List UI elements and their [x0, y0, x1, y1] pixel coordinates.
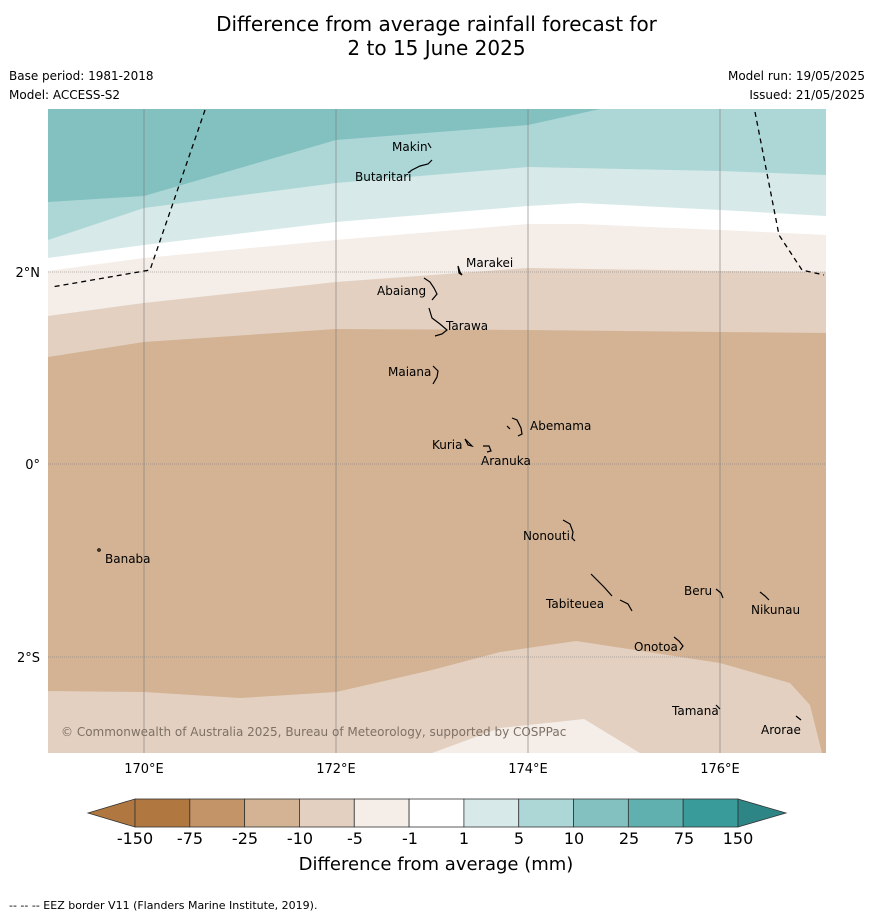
cb-tick-8: 10 [564, 829, 584, 848]
eez-border [51, 109, 825, 288]
meta-left: Base period: 1981-2018 Model: ACCESS-S2 [9, 67, 154, 105]
map-title: Difference from average rainfall forecas… [0, 12, 873, 60]
base-period: Base period: 1981-2018 [9, 69, 154, 83]
label-marakei: Marakei [466, 256, 513, 270]
lon-172e: 172°E [316, 762, 356, 777]
eez-footnote: -- -- -- EEZ border V11 (Flanders Marine… [9, 899, 318, 912]
lat-0: 0° [25, 458, 40, 473]
label-nikunau: Nikunau [751, 603, 800, 617]
tarawa-outline [428, 307, 448, 337]
lon-176e: 176°E [700, 762, 740, 777]
cb-tick-9: 25 [619, 829, 639, 848]
colorbar-segment-1 [189, 798, 246, 828]
title-line-2: 2 to 15 June 2025 [347, 36, 526, 60]
colorbar-segment-7 [518, 798, 574, 828]
label-abemama: Abemama [530, 419, 591, 433]
copyright-notice: © Commonwealth of Australia 2025, Bureau… [61, 725, 566, 739]
colorbar: -150 -75 -25 -10 -5 -1 1 5 10 25 75 150 … [86, 798, 788, 875]
colorbar-segments [134, 798, 739, 828]
model-run: Model run: 19/05/2025 [727, 69, 865, 83]
rainfall-anomaly-field: Makin Butaritari Marakei Abaiang Tarawa … [48, 109, 826, 753]
colorbar-segment-3 [299, 798, 355, 828]
label-tabiteuea: Tabiteuea [545, 597, 604, 611]
cb-tick-2: -25 [232, 829, 258, 848]
label-tarawa: Tarawa [445, 319, 488, 333]
lon-170e: 170°E [124, 762, 164, 777]
band-minus10-south [48, 641, 822, 753]
cb-tick-3: -10 [287, 829, 313, 848]
label-nonouti: Nonouti [523, 529, 570, 543]
label-banaba: Banaba [105, 552, 151, 566]
cb-tick-6: 1 [459, 829, 469, 848]
label-beru: Beru [684, 584, 712, 598]
cb-tick-4: -5 [347, 829, 363, 848]
model-name: Model: ACCESS-S2 [9, 88, 121, 102]
longitude-labels: 170°E 172°E 174°E 176°E [124, 762, 740, 777]
colorbar-segment-2 [244, 798, 300, 828]
issued-date: Issued: 21/05/2025 [749, 88, 865, 102]
cb-tick-0: -150 [117, 829, 153, 848]
grid [48, 109, 826, 753]
lat-2s: 2°S [17, 651, 40, 666]
label-tamana: Tamana [671, 704, 719, 718]
label-butaritari: Butaritari [355, 170, 412, 184]
band-plus10 [48, 109, 600, 202]
band-minus5-south [432, 719, 640, 753]
latitude-labels: 2°N 0° 2°S [16, 266, 41, 666]
title-line-1: Difference from average rainfall forecas… [216, 12, 657, 36]
lon-174e: 174°E [508, 762, 548, 777]
abaiang-outline [423, 277, 438, 301]
butaritari-outline [407, 159, 433, 174]
cb-tick-1: -75 [177, 829, 203, 848]
island-labels: Makin Butaritari Marakei Abaiang Tarawa … [105, 140, 801, 737]
label-onotoa: Onotoa [634, 640, 678, 654]
cb-tick-5: -1 [402, 829, 418, 848]
colorbar-segment-0 [134, 798, 191, 828]
colorbar-high-extend [737, 798, 788, 828]
colorbar-segment-9 [627, 798, 684, 828]
label-makin: Makin [392, 140, 428, 154]
cb-tick-7: 5 [514, 829, 524, 848]
colorbar-segment-10 [682, 798, 739, 828]
label-arorae: Arorae [761, 723, 801, 737]
meta-right: Model run: 19/05/2025 Issued: 21/05/2025 [728, 67, 865, 105]
colorbar-segment-6 [463, 798, 520, 828]
colorbar-label: Difference from average (mm) [299, 854, 574, 875]
label-maiana: Maiana [388, 365, 431, 379]
colorbar-segment-5 [408, 798, 465, 828]
colorbar-segment-4 [353, 798, 410, 828]
label-abaiang: Abaiang [377, 284, 426, 298]
cb-tick-10: 75 [674, 829, 694, 848]
abemama-outline [511, 417, 523, 437]
label-aranuka: Aranuka [481, 454, 531, 468]
lat-2n: 2°N [16, 266, 41, 281]
colorbar-segment-8 [573, 798, 629, 828]
label-kuria: Kuria [432, 438, 463, 452]
colorbar-low-extend [86, 798, 136, 828]
colorbar-ticks: -150 -75 -25 -10 -5 -1 1 5 10 25 75 150 [117, 829, 753, 848]
island-outlines [97, 142, 802, 721]
cb-tick-11: 150 [723, 829, 754, 848]
